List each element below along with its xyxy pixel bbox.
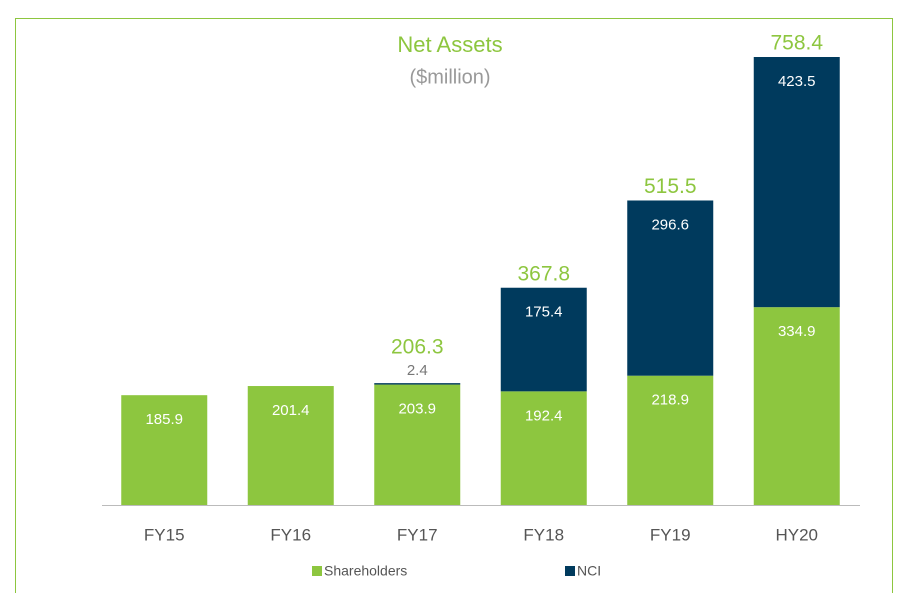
value-label: 296.6 (651, 216, 689, 233)
bar-segment (247, 386, 334, 505)
total-label: 206.3 (391, 336, 444, 359)
total-label: 367.8 (517, 262, 570, 285)
value-label: 175.4 (525, 304, 563, 321)
bar-segment (500, 391, 587, 505)
x-tick-label: FY15 (144, 525, 185, 544)
value-label: 185.9 (145, 411, 183, 428)
bar-segment (753, 57, 840, 308)
value-label: 203.9 (398, 401, 436, 418)
bar-segment (627, 375, 714, 505)
value-label: 334.9 (778, 323, 816, 340)
value-label: 201.4 (272, 402, 310, 419)
x-tick-label: FY18 (523, 525, 564, 544)
bar-segment (500, 287, 587, 392)
total-label: 758.4 (770, 32, 823, 55)
bar-segment (627, 200, 714, 376)
x-tick-label: HY20 (775, 525, 818, 544)
legend-swatch (312, 566, 322, 576)
x-tick-label: FY19 (650, 525, 691, 544)
bar-segment (374, 384, 461, 505)
chart-title: Net Assets (397, 32, 502, 57)
bar-segment (753, 307, 840, 505)
legend-swatch (565, 566, 575, 576)
bar-segment (374, 383, 461, 385)
chart-subtitle: ($million) (409, 66, 490, 88)
value-label: 192.4 (525, 407, 563, 424)
legend-label: NCI (577, 563, 601, 579)
x-tick-label: FY16 (270, 525, 311, 544)
x-tick-label: FY17 (397, 525, 438, 544)
total-label: 515.5 (644, 175, 697, 198)
legend-label: Shareholders (324, 563, 407, 579)
value-label: 218.9 (651, 392, 689, 409)
value-label: 2.4 (407, 362, 428, 379)
bar-segment (121, 395, 208, 505)
value-label: 423.5 (778, 73, 816, 90)
